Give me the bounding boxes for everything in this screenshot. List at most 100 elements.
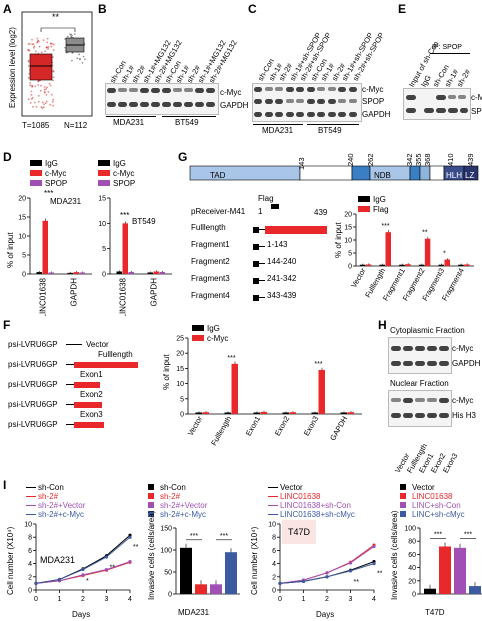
y-tick-label: 10 [344,238,352,245]
fragment-name-2: Fragment2 [191,257,230,266]
bar-Fragment2-0 [418,264,425,266]
bar-LINC01638-1 [42,220,48,274]
panel-b-band-gapdh [151,102,160,107]
panel-label-d: D [3,150,12,164]
tumor-dot [45,46,48,49]
tumor-dot [31,85,34,88]
panel-c-band-cmyc [275,87,283,91]
y-tick-label: 60 [408,552,416,559]
y-tick-label: 10 [268,522,276,529]
tumor-dot [50,42,52,45]
tumor-dot [31,38,33,41]
tumor-dot [43,86,46,88]
y-tick-label: 15 [176,366,184,373]
f-insert-bar [74,422,104,428]
legend-item-2: LINC01638+sh-Con [280,501,351,510]
tumor-dot [52,70,55,73]
tick-439: 439 [466,153,475,166]
tick-143: 143 [297,157,306,170]
f-insert-bar [74,402,102,408]
tumor-dot [37,39,40,42]
f-vector-1: psi-LVRU6GP [8,360,58,369]
panel-b-band-gapdh [184,102,193,107]
panel-f-legend-cmyc: c-Myc [207,334,229,343]
annotation-bt549: BT549 [132,217,156,226]
bar-Vector [424,588,436,594]
tumor-dot [46,37,49,40]
flag-tag [253,261,259,267]
category-label: Exon3 [302,415,320,438]
bar-Fragment4-0 [458,264,464,266]
bar-Vector-0 [195,412,202,414]
sig-label: *** [314,361,322,368]
linker [259,229,265,230]
tumor-dot [27,65,30,67]
tumor-dot [43,90,46,93]
panel-c-band-cmyc [317,87,325,91]
sig-label: * [443,251,446,258]
panel-label-b: B [98,2,107,16]
panel-label-a: A [3,2,12,16]
legend-swatch [400,502,406,508]
tumor-dot [27,48,29,51]
cmyc-domain-map [189,165,479,181]
bar-LINC01638-1 [122,223,128,274]
flag-label: Flag [258,194,274,203]
x-tick-label: 3 [349,596,353,603]
tumor-dot [43,103,46,106]
tumor-dot [47,46,50,48]
tumor-dot [43,88,46,91]
bar-LINC01638-2 [128,271,134,274]
panel-b-band-gapdh [206,102,215,107]
bar-LINC+sh-Con [454,547,466,594]
y-tick-label: 15 [18,215,26,222]
tumor-dot [48,82,51,85]
legend-item-0: Vector [412,483,435,492]
panel-c-band-spop [254,99,262,104]
i-growth1-xlabel: Days [72,610,91,619]
tick-240: 240 [346,153,355,166]
y-tick-label: 6 [272,548,276,555]
tumor-dot [28,43,31,45]
vector-label: pReceiver-M41 [191,207,246,216]
panel-c-band-gapdh [317,112,325,117]
legend-swatch [148,511,154,517]
tumor-dot [51,100,54,103]
panel-e-row-spop: SPO [471,107,482,116]
tick-355: 355 [414,153,423,166]
linker [259,280,265,281]
panel-a-n-tumor: T=1085 [22,121,50,130]
tumor-dot [33,101,36,104]
normal-dot [76,57,79,60]
panel-d2-legend-spop: SPOP [113,179,136,188]
bar-Fragment1-1 [405,264,411,266]
bar-GAPDH-1 [347,412,354,414]
y-tick-label: 0 [28,588,32,595]
bar-Vector-0 [359,264,366,266]
tumor-dot [40,84,42,87]
y-tick-label: 8 [28,535,32,542]
tumor-dot [49,103,52,106]
legend-swatch [400,484,406,490]
chart-i-inv1: 0 50 100 150 *** *** [160,526,240,599]
tumor-dot [52,43,55,46]
i-inv1-cell: MDA231 [178,608,210,617]
panel-c-band-gapdh [275,112,283,117]
tumor-dot [50,45,53,48]
bar-Exon3-1 [318,369,325,414]
tumor-dot [41,101,44,104]
panel-a-n-normal: N=112 [64,121,88,130]
category-label: LINC01638 [39,277,48,316]
sig-label: *** [381,223,389,230]
bar-Exon1-0 [253,412,260,414]
bar-LINC01638-0 [36,272,42,274]
tumor-dot [47,91,50,93]
tumor-dot [27,60,30,63]
tick-342: 342 [405,153,414,166]
y-tick-label: 0 [22,272,26,279]
tumor-dot [38,45,41,48]
y-tick-label: 20 [344,212,352,219]
sig-label: * [86,578,89,585]
flag-tag [253,295,259,301]
panel-c-band-cmyc [348,87,357,92]
